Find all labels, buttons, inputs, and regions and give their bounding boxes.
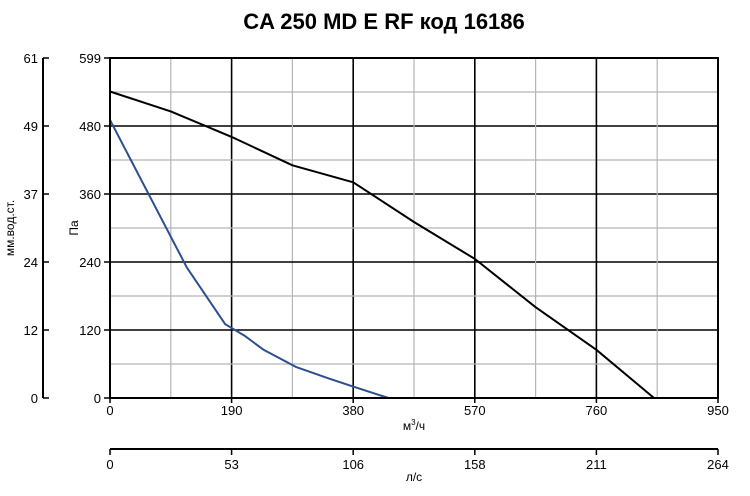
m3h-tick-label: 190 [221,403,243,418]
pa-tick-label: 120 [79,323,101,338]
mm-axis-ticks: 0 12 24 37 49 61 [24,51,49,406]
pa-axis-label: Па [67,220,81,236]
m3h-tick-label: 380 [342,403,364,418]
series-layer [109,90,655,399]
m3h-axis-label: м3/ч [403,418,425,433]
mm-tick-label: 37 [24,187,38,202]
ls-tick-label: 53 [224,457,238,472]
mm-tick-label: 49 [24,119,38,134]
ls-tick-label: 211 [586,457,607,472]
series-line-1 [109,90,655,399]
ls-tick-label: 0 [106,457,113,472]
m3h-axis-ticks: 0 190 380 570 760 950 [106,398,729,418]
pa-tick-label: 360 [79,187,101,202]
m3h-tick-label: 570 [464,403,486,418]
plot-frame [109,57,719,399]
ls-axis-ticks: 0 53 106 158 211 264 [106,449,729,472]
m3h-tick-label: 950 [707,403,729,418]
m3h-tick-label: 0 [106,403,113,418]
chart-title: CA 250 MD E RF код 16186 [243,9,525,34]
mm-tick-label: 24 [24,255,38,270]
m3h-axis-label-main: м [403,419,411,433]
m3h-axis-label-suffix: /ч [416,419,426,433]
ls-tick-label: 106 [342,457,364,472]
series-line-2 [109,119,389,399]
pa-tick-label: 0 [94,391,101,406]
ls-tick-label: 264 [707,457,729,472]
mm-tick-label: 61 [24,51,38,66]
m3h-axis-label-sup: 3 [411,418,416,427]
pa-tick-label: 480 [79,119,101,134]
ls-axis-label: л/с [406,470,422,484]
ls-tick-label: 158 [464,457,486,472]
pa-tick-label: 240 [79,255,101,270]
pa-axis-ticks: 0 120 240 360 480 599 [79,51,110,406]
mm-axis-label: мм.вод.ст. [3,200,17,256]
m3h-tick-label: 760 [586,403,608,418]
mm-tick-label: 12 [24,323,38,338]
pa-tick-label: 599 [79,51,101,66]
mm-tick-label: 0 [31,391,38,406]
plot-grid [110,58,718,398]
